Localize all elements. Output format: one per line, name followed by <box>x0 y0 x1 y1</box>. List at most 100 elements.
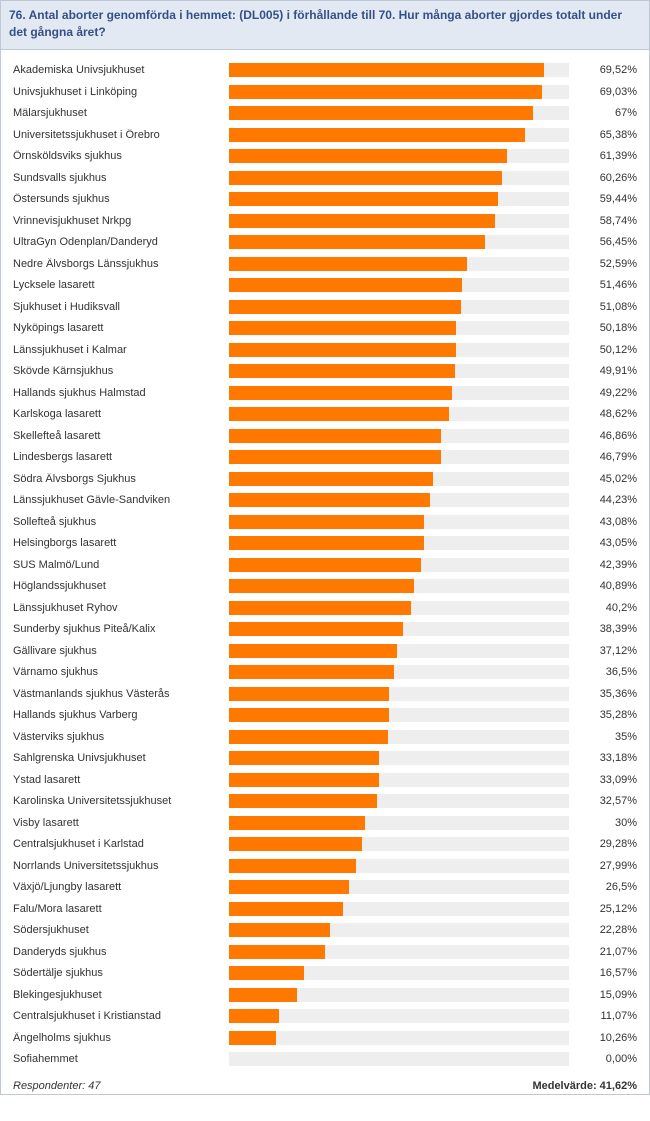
row-label: Södertälje sjukhus <box>7 967 229 979</box>
row-label: Skövde Kärnsjukhus <box>7 365 229 377</box>
bar-area <box>229 191 581 207</box>
row-label: Värnamo sjukhus <box>7 666 229 678</box>
bar-row: Länssjukhuset i Kalmar50,12% <box>7 339 643 361</box>
bar-track <box>229 1031 569 1045</box>
row-label: Skellefteå lasarett <box>7 430 229 442</box>
row-value: 11,07% <box>581 1010 643 1022</box>
bar-area <box>229 299 581 315</box>
bar-track <box>229 171 569 185</box>
bar-row: Ängelholms sjukhus 10,26% <box>7 1027 643 1049</box>
bar-area <box>229 772 581 788</box>
bar-row: Hallands sjukhus Varberg35,28% <box>7 705 643 727</box>
bar-fill <box>229 429 441 443</box>
bar-track <box>229 63 569 77</box>
row-label: Nyköpings lasarett <box>7 322 229 334</box>
row-label: Danderyds sjukhus <box>7 946 229 958</box>
bar-area <box>229 277 581 293</box>
bar-track <box>229 816 569 830</box>
bar-area <box>229 406 581 422</box>
bar-track <box>229 106 569 120</box>
bar-fill <box>229 730 388 744</box>
bar-area <box>229 621 581 637</box>
row-value: 44,23% <box>581 494 643 506</box>
row-label: Lycksele lasarett <box>7 279 229 291</box>
bar-fill <box>229 149 507 163</box>
row-value: 49,22% <box>581 387 643 399</box>
bar-track <box>229 665 569 679</box>
bar-area <box>229 320 581 336</box>
bar-row: Danderyds sjukhus 21,07% <box>7 941 643 963</box>
bar-row: Akademiska Univsjukhuset69,52% <box>7 60 643 82</box>
bar-row: Länssjukhuset Gävle-Sandviken 44,23% <box>7 490 643 512</box>
bar-track <box>229 493 569 507</box>
bar-track <box>229 644 569 658</box>
row-label: Vrinnevisjukhuset Nrkpg <box>7 215 229 227</box>
bar-row: Mälarsjukhuset67% <box>7 103 643 125</box>
bar-area <box>229 944 581 960</box>
bar-track <box>229 386 569 400</box>
bar-area <box>229 901 581 917</box>
bar-fill <box>229 902 343 916</box>
bar-row: UltraGyn Odenplan/Danderyd56,45% <box>7 232 643 254</box>
bar-area <box>229 385 581 401</box>
bar-area <box>229 965 581 981</box>
bar-fill <box>229 945 325 959</box>
bar-fill <box>229 622 403 636</box>
row-label: Sjukhuset i Hudiksvall <box>7 301 229 313</box>
bar-area <box>229 1008 581 1024</box>
row-label: Ängelholms sjukhus <box>7 1032 229 1044</box>
bar-area <box>229 643 581 659</box>
bar-row: Hallands sjukhus Halmstad 49,22% <box>7 382 643 404</box>
bar-track <box>229 300 569 314</box>
bar-area <box>229 62 581 78</box>
bar-track <box>229 149 569 163</box>
bar-row: Karlskoga lasarett48,62% <box>7 404 643 426</box>
bar-area <box>229 213 581 229</box>
bar-track <box>229 923 569 937</box>
bar-track <box>229 708 569 722</box>
row-label: Sahlgrenska Univsjukhuset <box>7 752 229 764</box>
bar-track <box>229 235 569 249</box>
bar-row: Södersjukhuset22,28% <box>7 920 643 942</box>
bar-fill <box>229 923 330 937</box>
bar-area <box>229 686 581 702</box>
bar-row: Vrinnevisjukhuset Nrkpg58,74% <box>7 210 643 232</box>
row-value: 50,12% <box>581 344 643 356</box>
bar-fill <box>229 880 349 894</box>
bar-row: Västerviks sjukhus35% <box>7 726 643 748</box>
bar-track <box>229 1052 569 1066</box>
chart-body: Akademiska Univsjukhuset69,52%Univsjukhu… <box>1 50 649 1077</box>
bar-fill <box>229 751 379 765</box>
bar-row: Nyköpings lasarett50,18% <box>7 318 643 340</box>
bar-track <box>229 945 569 959</box>
row-value: 21,07% <box>581 946 643 958</box>
bar-track <box>229 601 569 615</box>
row-label: Hallands sjukhus Halmstad <box>7 387 229 399</box>
bar-row: Helsingborgs lasarett43,05% <box>7 533 643 555</box>
bar-row: SUS Malmö/Lund42,39% <box>7 554 643 576</box>
bar-row: Örnsköldsviks sjukhus61,39% <box>7 146 643 168</box>
row-label: Gällivare sjukhus <box>7 645 229 657</box>
row-label: Länssjukhuset Gävle-Sandviken <box>7 494 229 506</box>
row-value: 43,05% <box>581 537 643 549</box>
row-label: Centralsjukhuset i Kristianstad <box>7 1010 229 1022</box>
bar-fill <box>229 794 377 808</box>
row-value: 67% <box>581 107 643 119</box>
bar-fill <box>229 558 421 572</box>
bar-row: Södertälje sjukhus16,57% <box>7 963 643 985</box>
bar-track <box>229 902 569 916</box>
bar-area <box>229 729 581 745</box>
row-value: 35% <box>581 731 643 743</box>
row-value: 29,28% <box>581 838 643 850</box>
bar-track <box>229 321 569 335</box>
bar-area <box>229 535 581 551</box>
bar-track <box>229 343 569 357</box>
bar-area <box>229 127 581 143</box>
row-value: 10,26% <box>581 1032 643 1044</box>
row-value: 30% <box>581 817 643 829</box>
bar-area <box>229 428 581 444</box>
bar-area <box>229 170 581 186</box>
bar-area <box>229 578 581 594</box>
bar-row: Västmanlands sjukhus Västerås35,36% <box>7 683 643 705</box>
bar-fill <box>229 386 452 400</box>
